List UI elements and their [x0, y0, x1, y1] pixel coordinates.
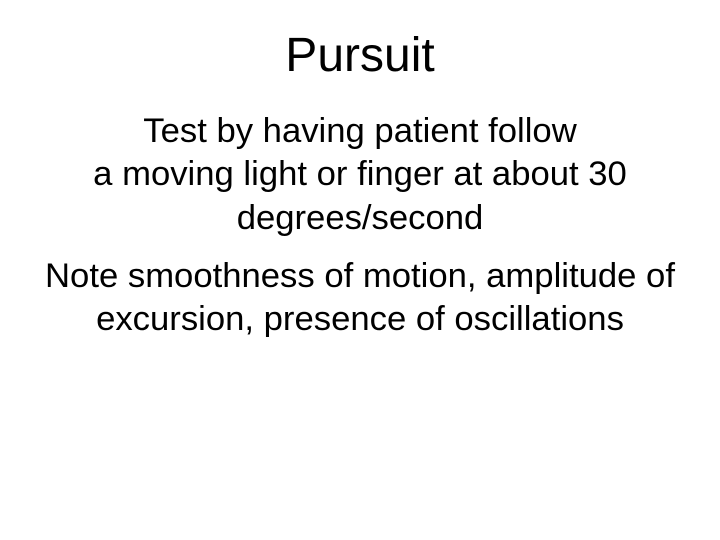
paragraph-1: Test by having patient follow a moving l… [0, 110, 720, 240]
paragraph-2-line-1: Note smoothness of motion, amplitude of [0, 255, 720, 298]
paragraph-1-line-3: degrees/second [0, 197, 720, 240]
slide-title: Pursuit [0, 28, 720, 83]
paragraph-1-line-1: Test by having patient follow [0, 110, 720, 153]
slide: Pursuit Test by having patient follow a … [0, 0, 720, 540]
paragraph-1-line-2: a moving light or finger at about 30 [0, 153, 720, 196]
paragraph-2: Note smoothness of motion, amplitude of … [0, 255, 720, 342]
paragraph-2-line-2: excursion, presence of oscillations [0, 298, 720, 341]
